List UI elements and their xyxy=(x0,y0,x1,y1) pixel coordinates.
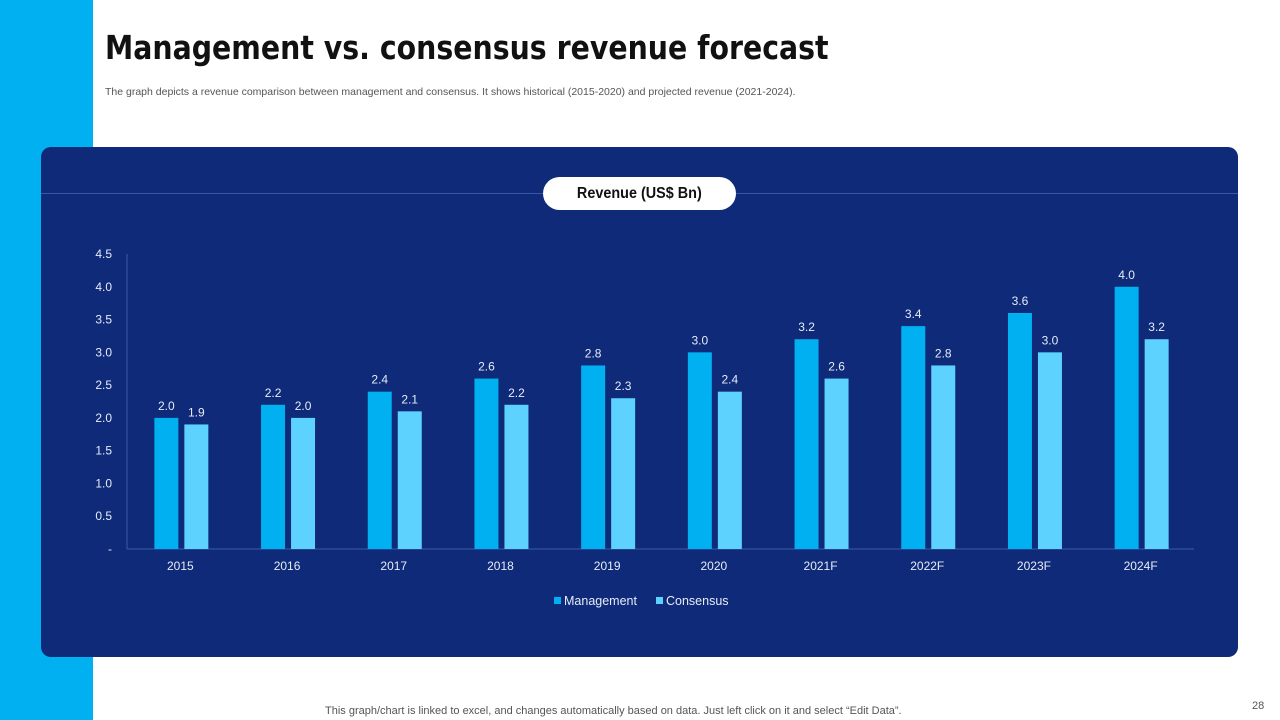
x-tick-label: 2022F xyxy=(910,559,944,573)
data-label: 2.3 xyxy=(615,379,632,393)
data-label: 2.2 xyxy=(265,386,282,400)
y-tick-label: 3.5 xyxy=(95,313,112,327)
data-label: 2.6 xyxy=(478,360,495,374)
bar-management xyxy=(1114,286,1139,549)
data-label: 3.0 xyxy=(692,333,709,347)
x-tick-label: 2020 xyxy=(700,559,727,573)
y-tick-label: 2.5 xyxy=(95,378,112,392)
bar-consensus xyxy=(611,398,636,549)
x-tick-label: 2021F xyxy=(804,559,838,573)
bar-management xyxy=(581,365,606,549)
bar-consensus xyxy=(397,411,422,549)
bar-management xyxy=(474,378,499,549)
y-tick-label: 1.0 xyxy=(95,476,112,490)
y-tick-label: - xyxy=(108,542,112,556)
page-subtitle: The graph depicts a revenue comparison b… xyxy=(105,86,796,98)
page-number: 28 xyxy=(1252,700,1265,712)
data-label: 2.6 xyxy=(828,360,845,374)
bar-consensus xyxy=(1037,352,1062,549)
data-label: 2.1 xyxy=(401,392,418,406)
legend-label-consensus: Consensus xyxy=(666,594,729,608)
y-tick-label: 2.0 xyxy=(95,411,112,425)
page-title: Management vs. consensus revenue forecas… xyxy=(105,28,829,67)
data-label: 4.0 xyxy=(1118,268,1135,282)
data-label: 3.2 xyxy=(1148,320,1165,334)
data-label: 2.4 xyxy=(722,373,739,387)
bar-consensus xyxy=(1144,339,1169,549)
legend-swatch-management xyxy=(554,597,561,604)
chart-title: Revenue (US$ Bn) xyxy=(577,185,702,202)
bar-consensus xyxy=(931,365,956,549)
bar-management xyxy=(367,391,392,549)
data-label: 2.0 xyxy=(295,399,312,413)
bar-management xyxy=(154,417,179,549)
bar-consensus xyxy=(291,417,316,549)
y-tick-label: 4.5 xyxy=(95,247,112,261)
x-tick-label: 2024F xyxy=(1124,559,1158,573)
y-tick-label: 3.0 xyxy=(95,345,112,359)
data-label: 3.4 xyxy=(905,307,922,321)
data-label: 1.9 xyxy=(188,405,205,419)
footer-note: This graph/chart is linked to excel, and… xyxy=(325,705,902,717)
bar-management xyxy=(794,339,819,549)
legend-swatch-consensus xyxy=(656,597,663,604)
x-tick-label: 2017 xyxy=(380,559,407,573)
legend-label-management: Management xyxy=(564,594,637,608)
x-tick-label: 2023F xyxy=(1017,559,1051,573)
bar-management xyxy=(901,326,926,549)
x-tick-label: 2015 xyxy=(167,559,194,573)
y-tick-label: 1.5 xyxy=(95,444,112,458)
x-tick-label: 2018 xyxy=(487,559,514,573)
x-tick-label: 2019 xyxy=(594,559,621,573)
bar-consensus xyxy=(717,391,742,549)
bar-consensus xyxy=(184,424,209,549)
bar-consensus xyxy=(504,404,529,549)
x-tick-label: 2016 xyxy=(274,559,301,573)
bar-management xyxy=(1007,313,1032,549)
data-label: 3.0 xyxy=(1042,333,1059,347)
bar-management xyxy=(261,404,286,549)
data-label: 2.8 xyxy=(935,346,952,360)
bar-management xyxy=(687,352,712,549)
y-tick-label: 0.5 xyxy=(95,509,112,523)
data-label: 3.2 xyxy=(798,320,815,334)
data-label: 2.8 xyxy=(585,346,602,360)
data-label: 3.6 xyxy=(1012,294,1029,308)
chart-title-pill: Revenue (US$ Bn) xyxy=(543,177,736,210)
data-label: 2.2 xyxy=(508,386,525,400)
bar-consensus xyxy=(824,378,849,549)
y-tick-label: 4.0 xyxy=(95,280,112,294)
data-label: 2.4 xyxy=(371,373,388,387)
data-label: 2.0 xyxy=(158,399,175,413)
